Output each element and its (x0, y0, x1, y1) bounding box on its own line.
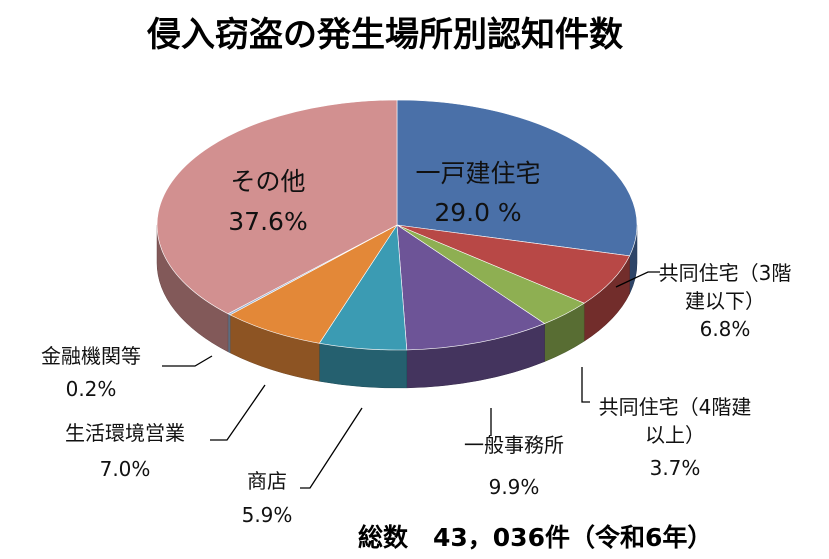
total-count: 総数 43，036件（令和6年） (358, 523, 712, 552)
leader-line-2 (581, 367, 590, 403)
value-label-3: 9.9% (489, 475, 540, 499)
category-label-5: 生活環境営業 (65, 421, 185, 445)
category-label-1-line1: 共同住宅（3階 (659, 261, 792, 285)
category-label-2-line1: 共同住宅（4階建 (599, 395, 752, 419)
category-label-4: 商店 (247, 469, 287, 493)
leader-line-5 (210, 384, 266, 441)
category-label-3: 一般事務所 (464, 433, 564, 457)
chart-title: 侵入窃盗の発生場所別認知件数 (146, 15, 623, 55)
value-label-2: 3.7% (650, 456, 701, 480)
leader-line-1 (615, 271, 660, 288)
category-label-7: その他 (230, 167, 305, 196)
value-label-1: 6.8% (700, 317, 751, 341)
category-label-0: 一戸建住宅 (415, 159, 540, 188)
value-label-0: 29.0 % (434, 198, 521, 227)
value-label-4: 5.9% (242, 503, 293, 527)
leader-line-4 (300, 407, 363, 489)
category-label-2-line2: 以上） (645, 423, 705, 447)
pie-slice-5 (229, 224, 398, 344)
value-label-6: 0.2% (66, 377, 117, 401)
pie-slice-7 (156, 99, 398, 315)
category-label-1-line2: 建以下） (685, 289, 765, 313)
category-label-6: 金融機関等 (41, 344, 141, 368)
value-label-7: 37.6% (228, 207, 307, 236)
pie-side-6 (227, 313, 231, 354)
pie-slice-3 (396, 224, 546, 351)
pie-slice-0 (396, 99, 638, 257)
leader-line-6 (162, 355, 213, 367)
value-label-5: 7.0% (100, 457, 151, 481)
